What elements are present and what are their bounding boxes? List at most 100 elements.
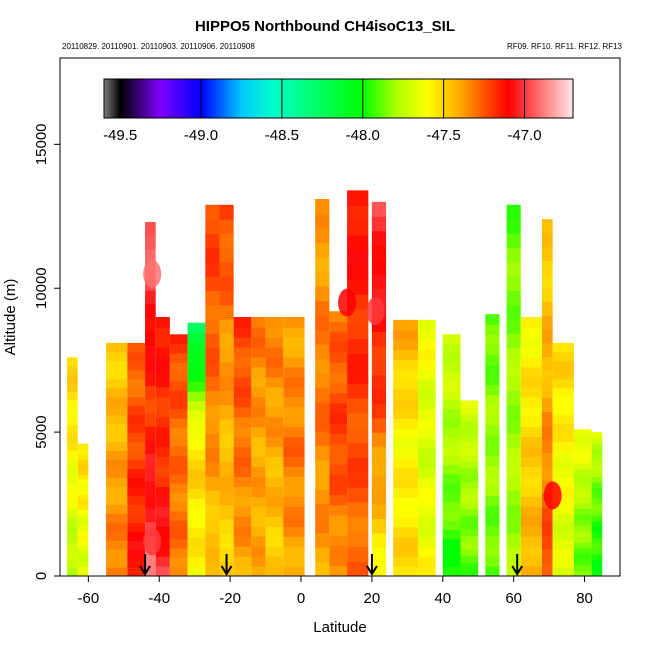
heatmap-cell — [485, 404, 500, 416]
heatmap-cell — [520, 536, 543, 547]
heatmap-cell — [591, 570, 603, 576]
heatmap-cell — [127, 549, 146, 559]
heatmap-cell — [77, 448, 89, 455]
heatmap-cell — [283, 496, 305, 507]
data-column — [329, 311, 348, 576]
heatmap-cell — [591, 542, 603, 549]
heatmap-cell — [520, 436, 543, 448]
heatmap-cell — [371, 417, 387, 433]
heatmap-cell — [67, 382, 78, 392]
heatmap-cell — [485, 465, 500, 476]
heatmap-cell — [552, 378, 574, 389]
heatmap-cell — [187, 478, 206, 489]
heatmap-cell — [371, 532, 387, 548]
heatmap-cell — [347, 546, 369, 562]
heatmap-cell — [265, 386, 284, 398]
heatmap-cell — [205, 418, 220, 434]
heatmap-cell — [506, 390, 521, 406]
heatmap-cell — [552, 396, 574, 407]
heatmap-cell — [417, 516, 436, 528]
heatmap-cell — [552, 477, 574, 487]
heatmap-cell — [417, 398, 436, 410]
heatmap-cell — [233, 566, 252, 576]
heatmap-cell — [591, 459, 603, 466]
heatmap-cell — [591, 559, 603, 566]
heatmap-cell — [393, 408, 418, 419]
heatmap-cell — [169, 436, 188, 447]
heatmap-cell — [265, 506, 284, 517]
heatmap-cell — [506, 461, 521, 477]
heatmap-cell — [315, 402, 330, 418]
heatmap-cell — [417, 408, 436, 419]
heatmap-cell — [315, 561, 330, 576]
heatmap-cell — [77, 499, 89, 506]
heatmap-cell — [552, 486, 574, 496]
heatmap-cell — [552, 342, 574, 353]
heatmap-cell — [542, 342, 553, 358]
heatmap-cell — [315, 416, 330, 432]
heatmap-cell — [552, 432, 574, 443]
heatmap-cell — [371, 432, 387, 448]
heatmap-cell — [347, 323, 369, 340]
data-column — [573, 429, 592, 576]
heatmap-cell — [417, 349, 436, 360]
heatmap-cell — [442, 510, 461, 521]
heatmap-cell — [329, 474, 348, 485]
heatmap-data — [67, 190, 603, 576]
heatmap-cell — [67, 416, 78, 426]
heatmap-cell — [460, 427, 479, 435]
heatmap-hotspot — [338, 288, 357, 317]
heatmap-cell — [417, 438, 436, 449]
heatmap-cell — [233, 486, 252, 497]
heatmap-cell — [506, 418, 521, 434]
heatmap-cell — [283, 317, 305, 328]
heatmap-cell — [67, 491, 78, 501]
heatmap-cell — [542, 411, 553, 426]
heatmap-cell — [169, 492, 188, 503]
heatmap-cell — [155, 466, 170, 477]
heatmap-cell — [329, 494, 348, 506]
data-column — [417, 319, 436, 576]
heatmap-cell — [283, 536, 305, 547]
heatmap-cell — [155, 456, 170, 468]
heatmap-cell — [393, 388, 418, 400]
heatmap-cell — [485, 414, 500, 426]
heatmap-cell — [106, 495, 128, 505]
heatmap-cell — [155, 556, 170, 567]
heatmap-cell — [485, 565, 500, 576]
heatmap-cell — [106, 558, 128, 568]
heatmap-cell — [329, 484, 348, 496]
colorbar-tick-label: -47.0 — [507, 127, 541, 144]
heatmap-hotspot — [143, 527, 162, 556]
x-tick-label: 20 — [364, 590, 381, 607]
heatmap-cell — [485, 314, 500, 325]
heatmap-cell — [460, 569, 479, 576]
heatmap-cell — [283, 516, 305, 527]
heatmap-cell — [67, 399, 78, 409]
heatmap-cell — [591, 481, 603, 489]
heatmap-cell — [552, 387, 574, 398]
heatmap-cell — [573, 457, 592, 464]
heatmap-cell — [155, 386, 170, 398]
heatmap-cell — [393, 566, 418, 576]
heatmap-cell — [219, 233, 234, 249]
heatmap-cell — [106, 441, 128, 452]
heatmap-cell — [315, 199, 330, 215]
heatmap-cell — [329, 402, 348, 414]
heatmap-cell — [77, 519, 89, 526]
heatmap-cell — [169, 343, 188, 354]
heatmap-cell — [542, 562, 553, 576]
heatmap-cell — [460, 542, 479, 550]
heatmap-cell — [265, 556, 284, 567]
heatmap-cell — [315, 329, 330, 345]
heatmap-cell — [520, 416, 543, 428]
heatmap-cell — [219, 204, 234, 220]
heatmap-cell — [542, 466, 553, 481]
heatmap-cell — [520, 336, 543, 348]
heatmap-cell — [393, 546, 418, 557]
heatmap-cell — [417, 329, 436, 341]
heatmap-cell — [506, 476, 521, 491]
heatmap-cell — [77, 570, 89, 576]
heatmap-cell — [315, 547, 330, 563]
heatmap-cell — [283, 436, 305, 448]
